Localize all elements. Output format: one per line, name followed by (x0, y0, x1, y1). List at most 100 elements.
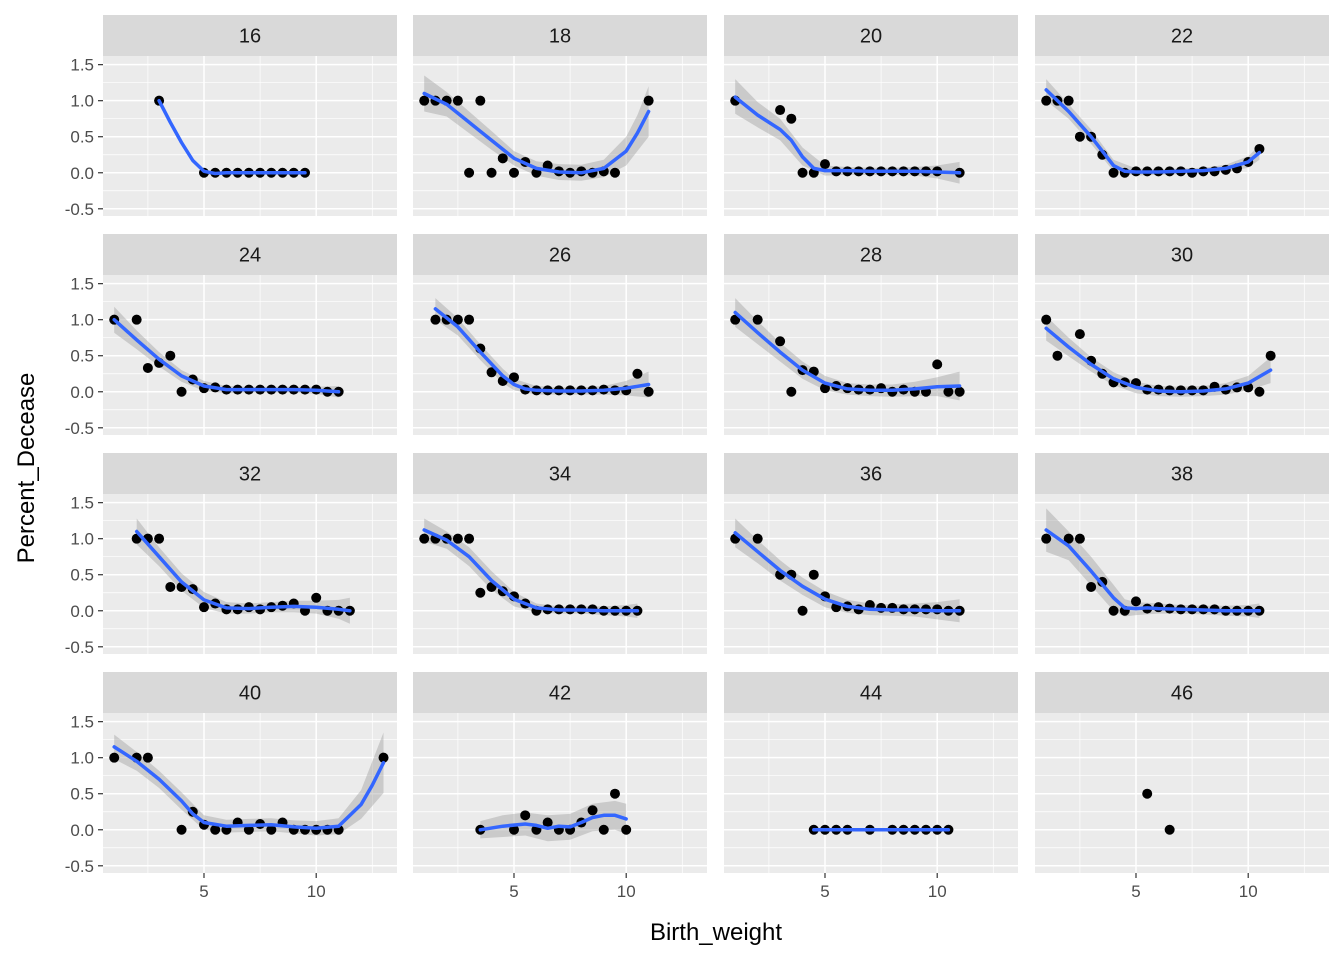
strip-label: 40 (239, 683, 261, 705)
x-tick-label: 5 (820, 882, 829, 901)
data-point (943, 386, 954, 397)
strip-background (724, 234, 1018, 275)
data-point (142, 362, 153, 373)
data-point (797, 605, 808, 616)
y-tick-label: 0.0 (70, 383, 94, 402)
data-point (1265, 350, 1276, 361)
data-point (419, 533, 430, 544)
data-point (1108, 167, 1119, 178)
smooth-line (422, 528, 640, 613)
data-point (1052, 350, 1063, 361)
facet-panel-40: 40 -0.5 0.0 0.5 1.0 1.5 5 10 (65, 672, 397, 901)
strip-label: 34 (549, 464, 571, 486)
facet-panel-38: 38 (1035, 453, 1329, 654)
strip-label: 22 (1171, 26, 1193, 48)
data-point (475, 95, 486, 106)
strip-label: 24 (239, 245, 261, 267)
data-point (954, 386, 965, 397)
data-point (819, 159, 830, 170)
data-point (419, 95, 430, 106)
data-point (1041, 314, 1052, 325)
data-point (932, 359, 943, 370)
y-tick-label: 0.5 (70, 785, 94, 804)
data-point (176, 824, 187, 835)
data-point (786, 113, 797, 124)
data-point (464, 167, 475, 178)
strip-background (103, 15, 397, 56)
strip-background (413, 672, 707, 713)
facet-panel-36: 36 (724, 453, 1018, 654)
strip-background (413, 15, 707, 56)
smooth-line (1044, 88, 1262, 174)
strip-label: 30 (1171, 245, 1193, 267)
strip-label: 32 (239, 464, 261, 486)
smooth-line (112, 745, 386, 831)
facet-panel-22: 22 (1035, 15, 1329, 216)
data-point (486, 167, 497, 178)
facet-panel-42: 42 5 10 (413, 672, 707, 901)
x-tick-label: 10 (307, 882, 326, 901)
data-point (1063, 533, 1074, 544)
strip-background (724, 453, 1018, 494)
data-point (131, 314, 142, 325)
data-point (643, 95, 654, 106)
strip-background (1035, 234, 1329, 275)
y-tick-label: 1.5 (70, 494, 94, 513)
data-point (142, 752, 153, 763)
data-point (210, 824, 221, 835)
y-tick-label: 0.0 (70, 821, 94, 840)
data-point (109, 752, 120, 763)
y-tick-label: 1.5 (70, 56, 94, 75)
data-point (452, 533, 463, 544)
smooth-line (422, 91, 651, 175)
strip-background (1035, 672, 1329, 713)
data-point (598, 824, 609, 835)
x-axis-title: Birth_weight (650, 919, 782, 946)
smooth-line (134, 529, 352, 613)
data-point (621, 824, 632, 835)
strip-background (103, 672, 397, 713)
facet-panel-28: 28 (724, 234, 1018, 435)
y-tick-label: 1.0 (70, 749, 94, 768)
data-point (1130, 596, 1141, 607)
data-point (508, 372, 519, 383)
data-point (1074, 533, 1085, 544)
x-tick-label: 5 (199, 882, 208, 901)
strip-background (1035, 15, 1329, 56)
data-point (243, 824, 254, 835)
x-tick-label: 10 (928, 882, 947, 901)
data-point (198, 602, 209, 613)
y-tick-label: -0.5 (65, 200, 94, 219)
data-point (508, 824, 519, 835)
data-point (1074, 329, 1085, 340)
strip-label: 44 (860, 683, 882, 705)
facet-panel-20: 20 (724, 15, 1018, 216)
data-point (775, 336, 786, 347)
data-point (1074, 131, 1085, 142)
y-tick-label: 1.5 (70, 275, 94, 294)
data-point (1108, 605, 1119, 616)
confidence-ribbon (424, 75, 649, 181)
strip-label: 38 (1171, 464, 1193, 486)
y-tick-label: 0.0 (70, 164, 94, 183)
confidence-ribbon (114, 732, 384, 836)
data-point (497, 153, 508, 164)
strip-background (1035, 453, 1329, 494)
strip-label: 28 (860, 245, 882, 267)
data-point (464, 533, 475, 544)
x-tick-label: 5 (509, 882, 518, 901)
smooth-line (733, 531, 962, 613)
data-point (1041, 95, 1052, 106)
data-point (1164, 824, 1175, 835)
facet-panel-46: 46 5 10 (1035, 672, 1329, 901)
data-point (775, 105, 786, 116)
smooth-line (112, 317, 341, 394)
strip-background (103, 234, 397, 275)
facet-panel-44: 44 5 10 (724, 672, 1018, 901)
facet-panel-34: 34 (413, 453, 707, 654)
y-tick-label: 1.5 (70, 713, 94, 732)
strip-background (724, 15, 1018, 56)
data-point (266, 824, 277, 835)
smooth-line (157, 98, 307, 176)
data-point (378, 752, 389, 763)
